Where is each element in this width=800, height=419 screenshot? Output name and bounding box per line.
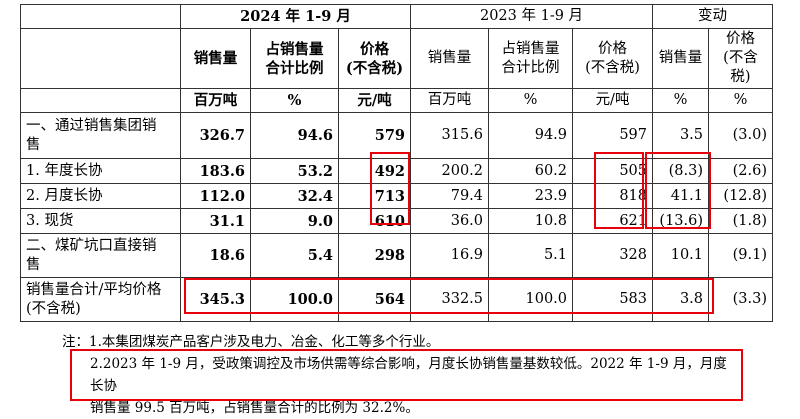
value-cell: (13.6): [652, 208, 710, 234]
value-cell: 332.5: [410, 277, 490, 322]
value-cell: 112.0: [180, 183, 251, 209]
value-cell: (1.8): [708, 208, 774, 234]
row-label: 销售量合计/平均价格 (不含税): [20, 277, 181, 322]
value-cell: 79.4: [410, 183, 490, 209]
note-2-line-1: 2.2023 年 1-9 月，受政策调控及市场供需等综合影响，月度长协销售量基数…: [90, 356, 727, 394]
value-cell: 328: [572, 233, 654, 278]
value-cell: (2.6): [708, 158, 774, 184]
value-cell: 3.8: [652, 277, 710, 322]
value-cell: 53.2: [250, 158, 339, 184]
row-label: 3. 现货: [20, 208, 181, 234]
note-2-line-2: 销售量 99.5 百万吨，占销售量合计的比例为 32.2%。: [90, 400, 419, 416]
group-header-2024: 2024 年 1-9 月: [179, 4, 412, 29]
value-cell: (3.0): [708, 112, 774, 159]
value-cell: 31.1: [180, 208, 251, 234]
value-cell: 183.6: [180, 158, 251, 184]
unit-cell: %: [250, 88, 339, 113]
table-row: 3. 现货 31.1 9.0 610 36.0 10.8 621 (13.6) …: [20, 208, 774, 234]
group-header-2023: 2023 年 1-9 月: [410, 4, 654, 29]
value-cell: 200.2: [410, 158, 490, 184]
value-cell: 597: [572, 112, 654, 159]
col-header: 价格 (不含税): [708, 28, 774, 89]
value-cell: 100.0: [488, 277, 574, 322]
note-2: 2.2023 年 1-9 月，受政策调控及市场供需等综合影响，月度长协销售量基数…: [90, 353, 730, 419]
table-row: 一、通过销售集团销 售 326.7 94.6 579 315.6 94.9 59…: [20, 112, 774, 159]
value-cell: 621: [572, 208, 654, 234]
value-cell: 94.6: [250, 112, 339, 159]
group-header-change: 变动: [652, 4, 774, 29]
unit-cell: 百万吨: [180, 88, 251, 113]
col-header: 价格 (不含税): [337, 28, 412, 89]
unit-cell: %: [708, 88, 774, 113]
value-cell: 10.8: [488, 208, 574, 234]
value-cell: (3.3): [708, 277, 774, 322]
col-header: 占销售量 合计比例: [250, 28, 339, 89]
col-header: 占销售量 合计比例: [488, 28, 574, 89]
value-cell: 345.3: [180, 277, 251, 322]
value-cell: 579: [337, 112, 412, 159]
value-cell: 23.9: [488, 183, 574, 209]
unit-cell: 元/吨: [572, 88, 654, 113]
table-row: 二、煤矿坑口直接销 售 18.6 5.4 298 16.9 5.1 328 10…: [20, 233, 774, 278]
unit-cell: 百万吨: [410, 88, 490, 113]
col-header: 价格 (不含税): [572, 28, 654, 89]
col-header: 销售量: [652, 28, 710, 89]
value-cell: 100.0: [250, 277, 339, 322]
value-cell: 5.1: [488, 233, 574, 278]
row-label: 1. 年度长协: [20, 158, 181, 184]
table-row: 1. 年度长协 183.6 53.2 492 200.2 60.2 505 (8…: [20, 158, 774, 184]
note-1: 注：1.本集团煤炭产品客户涉及电力、冶金、化工等多个行业。: [62, 334, 440, 350]
value-cell: 492: [337, 158, 412, 184]
value-cell: 505: [572, 158, 654, 184]
table-row: 销售量合计/平均价格 (不含税) 345.3 100.0 564 332.5 1…: [20, 277, 774, 322]
col-header: 销售量: [410, 28, 490, 89]
value-cell: (8.3): [652, 158, 710, 184]
units-label-cell: [20, 88, 181, 113]
value-cell: 818: [572, 183, 654, 209]
value-cell: (9.1): [708, 233, 774, 278]
col-header: 销售量: [180, 28, 251, 89]
value-cell: 610: [337, 208, 412, 234]
value-cell: 326.7: [180, 112, 251, 159]
row-label: 二、煤矿坑口直接销 售: [20, 233, 181, 278]
label-col-header: [20, 28, 181, 89]
value-cell: 3.5: [652, 112, 710, 159]
value-cell: 315.6: [410, 112, 490, 159]
value-cell: (12.8): [708, 183, 774, 209]
value-cell: 583: [572, 277, 654, 322]
table-row: 2. 月度长协 112.0 32.4 713 79.4 23.9 818 41.…: [20, 183, 774, 209]
row-label: 一、通过销售集团销 售: [20, 112, 181, 159]
unit-cell: %: [652, 88, 710, 113]
corner-cell: [20, 4, 181, 29]
value-cell: 5.4: [250, 233, 339, 278]
value-cell: 298: [337, 233, 412, 278]
value-cell: 41.1: [652, 183, 710, 209]
value-cell: 10.1: [652, 233, 710, 278]
value-cell: 16.9: [410, 233, 490, 278]
value-cell: 9.0: [250, 208, 339, 234]
value-cell: 60.2: [488, 158, 574, 184]
value-cell: 32.4: [250, 183, 339, 209]
value-cell: 18.6: [180, 233, 251, 278]
sales-table: 2024 年 1-9 月 2023 年 1-9 月 变动 销售量 占销售量 合计…: [20, 4, 774, 322]
value-cell: 564: [337, 277, 412, 322]
unit-cell: 元/吨: [337, 88, 412, 113]
row-label: 2. 月度长协: [20, 183, 181, 209]
value-cell: 94.9: [488, 112, 574, 159]
value-cell: 713: [337, 183, 412, 209]
unit-cell: %: [488, 88, 574, 113]
value-cell: 36.0: [410, 208, 490, 234]
